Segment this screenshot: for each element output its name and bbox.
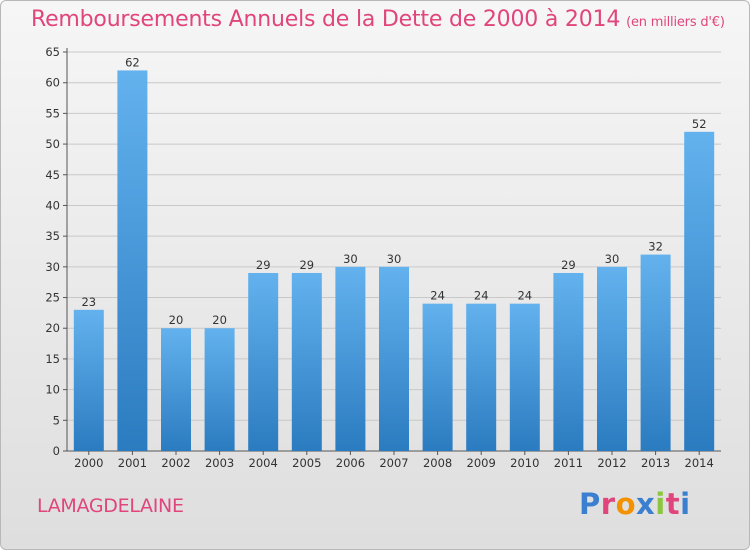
commune-name: LAMAGDELAINE xyxy=(37,495,184,517)
bar xyxy=(684,131,715,452)
bar-value-label: 30 xyxy=(605,252,620,266)
bar xyxy=(640,254,671,451)
y-tick-label: 60 xyxy=(45,76,60,90)
y-tick-label: 0 xyxy=(53,444,60,458)
x-tick-label: 2003 xyxy=(205,456,234,470)
logo-letter: i xyxy=(680,487,691,521)
y-tick-label: 35 xyxy=(45,229,60,243)
bar xyxy=(509,303,540,451)
bar-value-label: 20 xyxy=(212,313,227,327)
bar xyxy=(204,328,235,451)
y-tick-label: 20 xyxy=(45,321,60,335)
x-tick-label: 2004 xyxy=(249,456,278,470)
bar xyxy=(335,266,366,451)
y-tick-label: 65 xyxy=(45,45,60,59)
x-tick-label: 2014 xyxy=(685,456,714,470)
proxiti-logo: Proxiti xyxy=(579,487,691,521)
bar xyxy=(117,70,148,452)
bar xyxy=(291,272,322,451)
bar-value-label: 29 xyxy=(561,258,576,272)
logo-letter: P xyxy=(579,487,601,521)
x-tick-label: 2006 xyxy=(336,456,365,470)
bars xyxy=(73,70,715,452)
data-labels: 23 62 20 20 29 29 30 30 24 24 24 29 30 32 52 xyxy=(81,55,706,327)
x-tick-label: 2012 xyxy=(597,456,626,470)
bar xyxy=(73,309,104,451)
y-tick-label: 50 xyxy=(45,137,60,151)
x-tick-label: 2005 xyxy=(292,456,321,470)
bar-value-label: 29 xyxy=(256,258,271,272)
x-tick-label: 2000 xyxy=(74,456,103,470)
y-tick-label: 5 xyxy=(53,413,60,427)
logo-letter: o xyxy=(615,487,637,521)
axes: 0 5 10 15 20 25 30 35 40 45 50 55 60 65 2000 2001 2002 20… xyxy=(45,45,721,470)
y-tick-label: 55 xyxy=(45,106,60,120)
logo-letter: r xyxy=(600,487,616,521)
x-tick-label: 2007 xyxy=(379,456,408,470)
bar xyxy=(248,272,279,451)
y-tick-label: 15 xyxy=(45,352,60,366)
x-tick-label: 2011 xyxy=(554,456,583,470)
bar-value-label: 23 xyxy=(81,295,96,309)
x-tick-label: 2010 xyxy=(510,456,539,470)
bar xyxy=(553,272,584,451)
x-tick-label: 2001 xyxy=(118,456,147,470)
bar xyxy=(422,303,453,451)
bar xyxy=(379,266,409,451)
bar-value-label: 24 xyxy=(474,289,489,303)
y-tick-label: 25 xyxy=(45,291,60,305)
chart-title: Remboursements Annuels de la Dette de 20… xyxy=(31,7,725,32)
bar-value-label: 52 xyxy=(692,117,707,131)
bar-value-label: 24 xyxy=(430,289,445,303)
bar-value-label: 24 xyxy=(517,289,532,303)
bar-value-label: 29 xyxy=(299,258,314,272)
bar-value-label: 20 xyxy=(169,313,184,327)
logo-letter: t xyxy=(665,487,681,521)
y-tick-label: 10 xyxy=(45,383,60,397)
y-tick-label: 40 xyxy=(45,198,60,212)
bar xyxy=(161,328,191,451)
bar xyxy=(597,266,627,451)
logo-letter: i xyxy=(655,487,666,521)
x-tick-label: 2009 xyxy=(467,456,496,470)
bar xyxy=(466,303,497,451)
logo-letter: x xyxy=(636,487,656,521)
chart-title-text: Remboursements Annuels de la Dette de 20… xyxy=(31,7,621,32)
bar-value-label: 30 xyxy=(343,252,358,266)
bar-value-label: 30 xyxy=(387,252,402,266)
bar-value-label: 32 xyxy=(648,240,663,254)
x-tick-label: 2002 xyxy=(161,456,190,470)
y-tick-label: 30 xyxy=(45,260,60,274)
y-tick-label: 45 xyxy=(45,168,60,182)
x-tick-label: 2013 xyxy=(641,456,670,470)
x-tick-label: 2008 xyxy=(423,456,452,470)
chart-unit: (en milliers d'€) xyxy=(626,15,725,30)
bar-value-label: 62 xyxy=(125,55,140,69)
